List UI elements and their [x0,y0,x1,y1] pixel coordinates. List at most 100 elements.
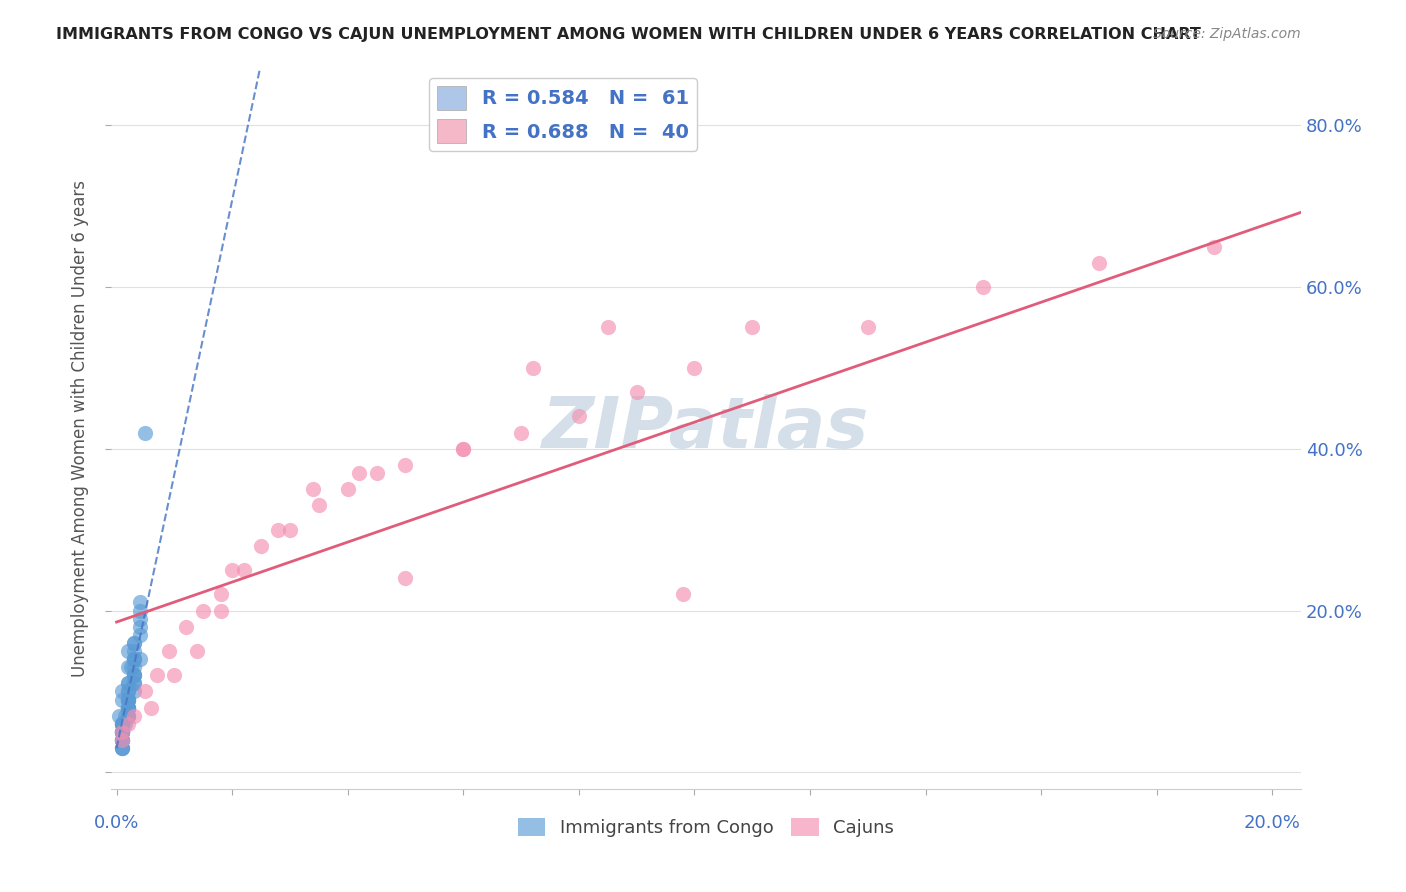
Text: 0.0%: 0.0% [94,814,139,831]
Point [111,716,134,731]
Point [267,523,290,537]
Point [111,741,134,756]
Point [122,660,145,674]
Point [111,716,134,731]
Point [108,708,131,723]
Point [117,708,139,723]
Text: 20.0%: 20.0% [1244,814,1301,831]
Point [163,668,186,682]
Point [111,725,134,739]
Point [117,676,139,690]
Point [128,620,150,634]
Point [193,603,215,617]
Point [128,603,150,617]
Point [114,708,136,723]
Point [111,725,134,739]
Point [174,620,197,634]
Point [250,539,273,553]
Point [111,716,134,731]
Text: Source: ZipAtlas.com: Source: ZipAtlas.com [1153,27,1301,41]
Point [122,636,145,650]
Point [122,668,145,682]
Point [626,385,648,400]
Point [111,733,134,747]
Point [128,595,150,609]
Point [117,700,139,714]
Point [522,360,544,375]
Point [451,442,474,456]
Point [302,482,325,496]
Point [1088,255,1111,269]
Point [122,636,145,650]
Point [111,725,134,739]
Point [117,692,139,706]
Point [128,652,150,666]
Point [117,692,139,706]
Point [117,708,139,723]
Point [111,741,134,756]
Point [117,644,139,658]
Point [111,725,134,739]
Point [117,684,139,698]
Point [117,700,139,714]
Point [122,676,145,690]
Point [141,700,163,714]
Point [451,442,474,456]
Point [111,733,134,747]
Point [209,603,232,617]
Point [394,571,416,585]
Legend: Immigrants from Congo, Cajuns: Immigrants from Congo, Cajuns [510,811,901,845]
Point [349,466,371,480]
Text: IMMIGRANTS FROM CONGO VS CAJUN UNEMPLOYMENT AMONG WOMEN WITH CHILDREN UNDER 6 YE: IMMIGRANTS FROM CONGO VS CAJUN UNEMPLOYM… [56,27,1201,42]
Point [336,482,359,496]
Point [122,676,145,690]
Point [111,733,134,747]
Point [111,684,134,698]
Point [128,612,150,626]
Point [117,676,139,690]
Point [972,280,994,294]
Point [117,700,139,714]
Point [111,716,134,731]
Point [134,684,156,698]
Point [741,320,763,334]
Point [117,684,139,698]
Point [114,716,136,731]
Point [122,652,145,666]
Point [117,708,139,723]
Point [117,692,139,706]
Point [111,725,134,739]
Point [157,644,180,658]
Point [122,684,145,698]
Point [120,660,142,674]
Point [117,692,139,706]
Point [122,668,145,682]
Point [146,668,169,682]
Point [568,409,591,424]
Point [111,725,134,739]
Point [672,587,695,601]
Point [117,700,139,714]
Point [186,644,208,658]
Point [596,320,619,334]
Point [111,741,134,756]
Point [366,466,388,480]
Point [117,716,139,731]
Point [111,692,134,706]
Point [117,660,139,674]
Point [111,725,134,739]
Point [134,425,156,440]
Point [278,523,301,537]
Text: ZIPatlas: ZIPatlas [543,394,870,463]
Point [111,733,134,747]
Y-axis label: Unemployment Among Women with Children Under 6 years: Unemployment Among Women with Children U… [72,180,89,677]
Point [122,644,145,658]
Point [394,458,416,472]
Point [221,563,243,577]
Point [510,425,533,440]
Point [117,700,139,714]
Point [111,733,134,747]
Point [683,360,706,375]
Point [1204,239,1226,253]
Point [232,563,254,577]
